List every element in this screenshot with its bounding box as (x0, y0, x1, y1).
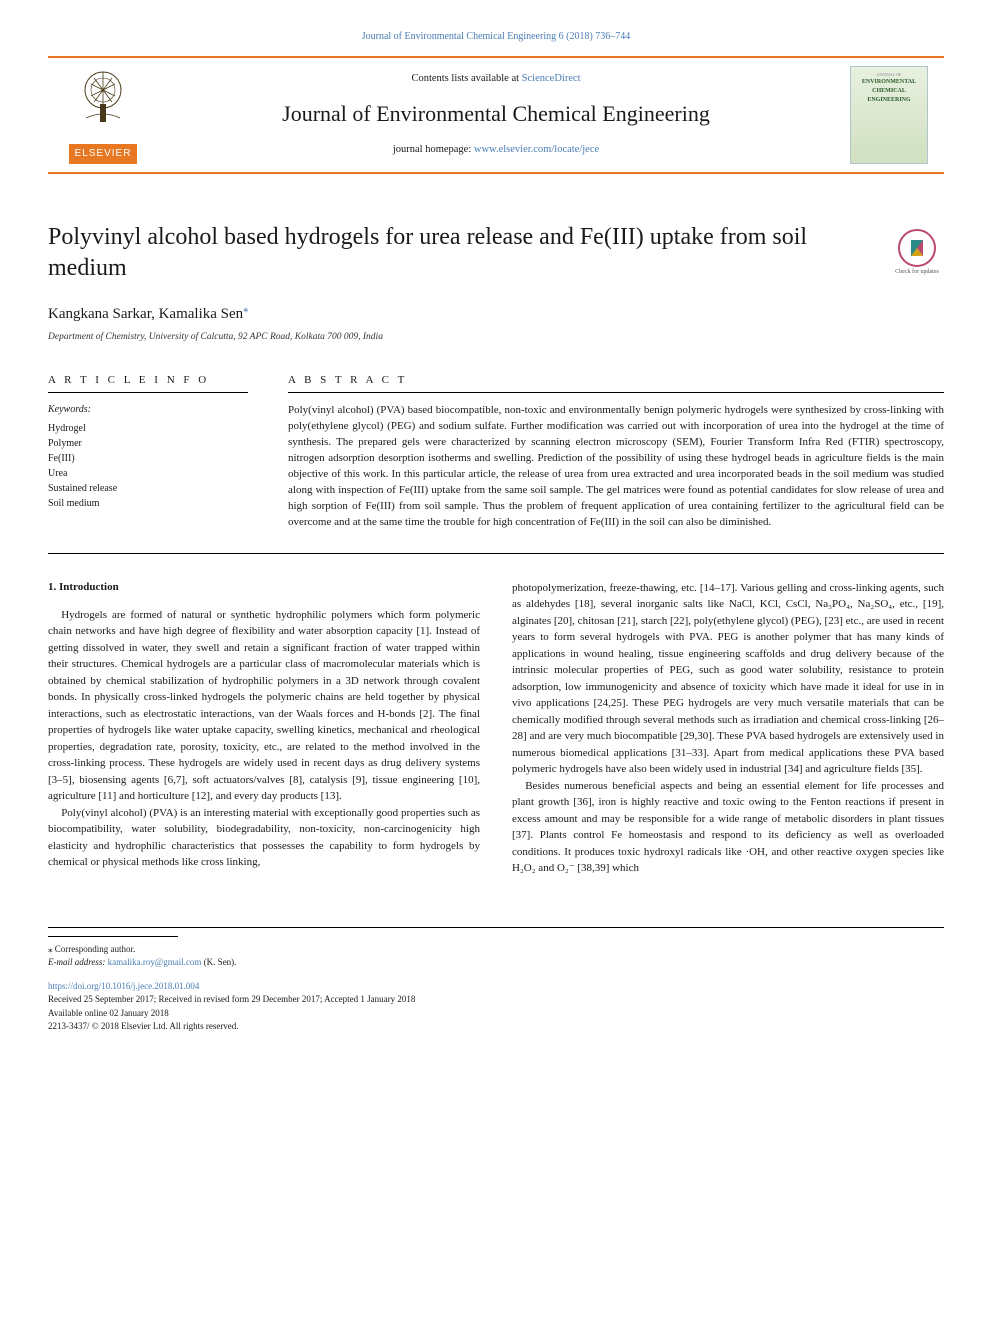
elsevier-wordmark: ELSEVIER (69, 144, 138, 164)
affiliation: Department of Chemistry, University of C… (48, 331, 944, 344)
journal-cover-thumbnail: JOURNAL OF ENVIRONMENTAL CHEMICAL ENGINE… (850, 66, 928, 164)
banner-right: JOURNAL OF ENVIRONMENTAL CHEMICAL ENGINE… (834, 58, 944, 172)
journal-homepage-line: journal homepage: www.elsevier.com/locat… (158, 143, 834, 158)
banner-center: Contents lists available at ScienceDirec… (158, 58, 834, 172)
keyword-item: Fe(III) (48, 451, 248, 466)
authors-names: Kangkana Sarkar, Kamalika Sen (48, 306, 243, 322)
email-suffix: (K. Sen). (201, 957, 236, 967)
doi-link[interactable]: https://doi.org/10.1016/j.jece.2018.01.0… (48, 981, 199, 991)
article-title: Polyvinyl alcohol based hydrogels for ur… (48, 222, 890, 284)
abstract-heading: A B S T R A C T (288, 373, 944, 393)
email-label: E-mail address: (48, 957, 108, 967)
elsevier-tree-icon (76, 66, 130, 128)
authors-line: Kangkana Sarkar, Kamalika Sen⁎ (48, 302, 944, 325)
keyword-item: Soil medium (48, 496, 248, 511)
keyword-item: Urea (48, 466, 248, 481)
received-dates: Received 25 September 2017; Received in … (48, 993, 944, 1007)
corresponding-author-note: ⁎ Corresponding author. (48, 943, 944, 957)
email-line: E-mail address: kamalika.roy@gmail.com (… (48, 956, 944, 970)
keyword-item: Polymer (48, 436, 248, 451)
journal-banner: ELSEVIER Contents lists available at Sci… (48, 56, 944, 174)
body-paragraph: Poly(vinyl alcohol) (PVA) is an interest… (48, 805, 480, 871)
sciencedirect-link[interactable]: ScienceDirect (522, 73, 581, 84)
cover-line-2: ENVIRONMENTAL (862, 79, 916, 86)
journal-title: Journal of Environmental Chemical Engine… (158, 99, 834, 130)
body-paragraph: Hydrogels are formed of natural or synth… (48, 607, 480, 805)
author-email-link[interactable]: kamalika.roy@gmail.com (108, 957, 202, 967)
cover-line-1: JOURNAL OF (877, 73, 901, 77)
section-heading-introduction: 1. Introduction (48, 580, 480, 595)
section-divider (48, 553, 944, 554)
footer-short-rule (48, 936, 178, 937)
abstract-column: A B S T R A C T Poly(vinyl alcohol) (PVA… (288, 373, 944, 531)
journal-homepage-link[interactable]: www.elsevier.com/locate/jece (474, 144, 599, 155)
copyright-line: 2213-3437/ © 2018 Elsevier Ltd. All righ… (48, 1020, 944, 1034)
body-two-column: 1. Introduction Hydrogels are formed of … (48, 580, 944, 877)
body-paragraph: photopolymerization, freeze-thawing, etc… (512, 580, 944, 778)
body-column-right: photopolymerization, freeze-thawing, etc… (512, 580, 944, 877)
corresponding-marker: ⁎ (243, 303, 249, 315)
body-paragraph: Besides numerous beneficial aspects and … (512, 778, 944, 877)
cover-line-3: CHEMICAL (872, 88, 906, 95)
check-updates-badge[interactable]: Check for updates (890, 228, 944, 282)
available-online-date: Available online 02 January 2018 (48, 1007, 944, 1021)
page-footer: ⁎ Corresponding author. E-mail address: … (48, 927, 944, 1034)
check-updates-label: Check for updates (895, 268, 939, 276)
homepage-prefix: journal homepage: (393, 144, 474, 155)
article-info-heading: A R T I C L E I N F O (48, 373, 248, 393)
keyword-item: Sustained release (48, 481, 248, 496)
article-info-column: A R T I C L E I N F O Keywords: Hydrogel… (48, 373, 248, 531)
cover-line-4: ENGINEERING (867, 97, 910, 104)
contents-lists-prefix: Contents lists available at (411, 73, 521, 84)
abstract-text: Poly(vinyl alcohol) (PVA) based biocompa… (288, 403, 944, 531)
journal-citation-header[interactable]: Journal of Environmental Chemical Engine… (48, 30, 944, 44)
body-column-left: 1. Introduction Hydrogels are formed of … (48, 580, 480, 877)
contents-lists-line: Contents lists available at ScienceDirec… (158, 72, 834, 87)
keywords-label: Keywords: (48, 403, 248, 417)
keyword-item: Hydrogel (48, 421, 248, 436)
publisher-logo-block: ELSEVIER (48, 58, 158, 172)
